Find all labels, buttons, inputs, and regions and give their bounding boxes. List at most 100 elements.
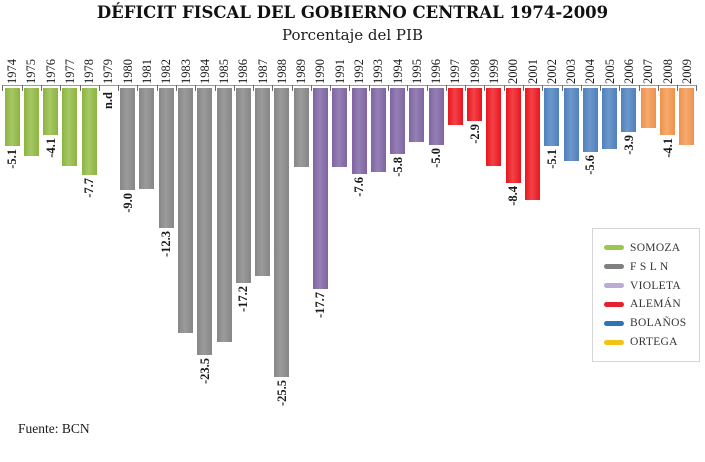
year-label-1976: 1976 bbox=[43, 59, 58, 84]
legend-label: ORTEGA bbox=[630, 336, 678, 349]
year-label-1986: 1986 bbox=[236, 59, 251, 84]
legend-swatch-icon bbox=[604, 339, 624, 345]
year-label-1997: 1997 bbox=[448, 59, 463, 84]
value-label-2000: -8.4 bbox=[506, 186, 521, 206]
year-label-2006: 2006 bbox=[621, 59, 636, 84]
axis-tick bbox=[118, 85, 120, 91]
bar-1982 bbox=[158, 88, 174, 228]
source-note: Fuente: BCN bbox=[18, 421, 90, 436]
bar-1981 bbox=[139, 88, 155, 189]
legend-label: ALEMÁN bbox=[630, 298, 681, 311]
year-label-1983: 1983 bbox=[178, 59, 193, 84]
year-label-1999: 1999 bbox=[486, 59, 501, 84]
axis-tick bbox=[638, 85, 640, 91]
value-label-2004: -5.6 bbox=[583, 155, 598, 175]
value-label-1978: -7.7 bbox=[82, 178, 97, 198]
value-label-1980: -9.0 bbox=[120, 193, 135, 213]
bar-1985 bbox=[216, 88, 232, 342]
axis-tick bbox=[388, 85, 389, 91]
legend-item-2: VIOLETA bbox=[604, 280, 695, 292]
year-label-1975: 1975 bbox=[24, 59, 39, 84]
legend-label: BOLAÑOS bbox=[630, 317, 687, 330]
bar-2004 bbox=[582, 88, 598, 152]
year-label-2001: 2001 bbox=[525, 59, 540, 84]
value-label-1990: -17.7 bbox=[313, 292, 328, 319]
axis-tick bbox=[677, 85, 679, 91]
legend: SOMOZA F S L N VIOLETA ALEMÁN BOLAÑOS ORTEGA bbox=[592, 228, 700, 362]
year-label-1996: 1996 bbox=[429, 59, 444, 84]
year-label-1982: 1982 bbox=[159, 59, 174, 84]
bar-2003 bbox=[563, 88, 579, 161]
axis-tick bbox=[310, 85, 312, 91]
legend-swatch-icon bbox=[604, 264, 624, 270]
axis-tick bbox=[137, 85, 139, 91]
bar-2000 bbox=[505, 88, 521, 183]
year-label-1992: 1992 bbox=[352, 59, 366, 84]
axis-tick bbox=[407, 85, 409, 91]
bar-1992 bbox=[351, 88, 367, 174]
bar-1988 bbox=[274, 88, 290, 377]
legend-label: F S L N bbox=[630, 260, 669, 273]
axis-tick bbox=[21, 85, 23, 91]
bar-2006 bbox=[621, 88, 637, 132]
bar-1983 bbox=[178, 88, 193, 333]
bar-2007 bbox=[640, 88, 656, 128]
axis-tick bbox=[98, 85, 100, 91]
axis-tick bbox=[60, 85, 62, 91]
year-label-1989: 1989 bbox=[294, 59, 309, 84]
bar-1976 bbox=[43, 88, 59, 135]
bar-1984 bbox=[197, 88, 213, 355]
value-label-1974: -5.1 bbox=[5, 149, 19, 169]
year-label-1977: 1977 bbox=[62, 59, 77, 84]
year-label-2008: 2008 bbox=[660, 59, 675, 84]
year-label-1988: 1988 bbox=[274, 59, 289, 84]
value-label-1982: -12.3 bbox=[159, 231, 174, 258]
year-label-2005: 2005 bbox=[602, 59, 617, 84]
legend-label: SOMOZA bbox=[630, 241, 681, 254]
chart-title: DÉFICIT FISCAL DEL GOBIERNO CENTRAL 1974… bbox=[96, 3, 609, 22]
year-label-1990: 1990 bbox=[313, 59, 328, 84]
bar-2005 bbox=[602, 88, 618, 149]
axis-tick bbox=[465, 85, 467, 91]
year-label-2003: 2003 bbox=[564, 59, 579, 84]
legend-item-4: BOLAÑOS bbox=[604, 317, 695, 329]
year-label-1981: 1981 bbox=[139, 59, 154, 84]
year-label-1980: 1980 bbox=[120, 59, 135, 84]
year-label-2004: 2004 bbox=[583, 59, 598, 84]
bar-2002 bbox=[544, 88, 560, 146]
axis-tick bbox=[561, 85, 563, 91]
axis-tick bbox=[696, 85, 698, 91]
axis-tick bbox=[2, 85, 4, 91]
legend-item-0: SOMOZA bbox=[604, 242, 695, 254]
bar-1996 bbox=[428, 88, 444, 145]
axis-tick bbox=[41, 85, 42, 91]
year-label-1991: 1991 bbox=[332, 59, 347, 84]
value-label-1976: -4.1 bbox=[43, 138, 58, 158]
year-label-1984: 1984 bbox=[197, 59, 212, 84]
bar-1987 bbox=[255, 88, 271, 276]
axis-tick bbox=[445, 85, 447, 91]
axis-tick bbox=[272, 85, 274, 91]
axis-tick bbox=[79, 85, 81, 91]
year-label-1993: 1993 bbox=[371, 59, 386, 84]
bar-1999 bbox=[486, 88, 502, 166]
bar-1980 bbox=[120, 88, 136, 190]
axis-tick bbox=[349, 85, 351, 91]
axis-tick bbox=[175, 85, 177, 91]
axis-tick bbox=[233, 85, 235, 91]
legend-label: VIOLETA bbox=[630, 279, 681, 292]
bar-1990 bbox=[312, 88, 328, 289]
value-label-1996: -5.0 bbox=[429, 148, 444, 168]
bar-1991 bbox=[332, 88, 348, 167]
axis-tick bbox=[503, 85, 505, 91]
bar-1977 bbox=[62, 88, 78, 166]
legend-item-3: ALEMÁN bbox=[604, 298, 695, 310]
bar-1995 bbox=[409, 88, 425, 142]
axis-tick bbox=[484, 85, 486, 91]
value-label-1986: -17.2 bbox=[236, 286, 251, 313]
year-label-1995: 1995 bbox=[409, 59, 424, 84]
year-label-1974: 1974 bbox=[5, 59, 19, 84]
legend-swatch-icon bbox=[604, 301, 624, 307]
